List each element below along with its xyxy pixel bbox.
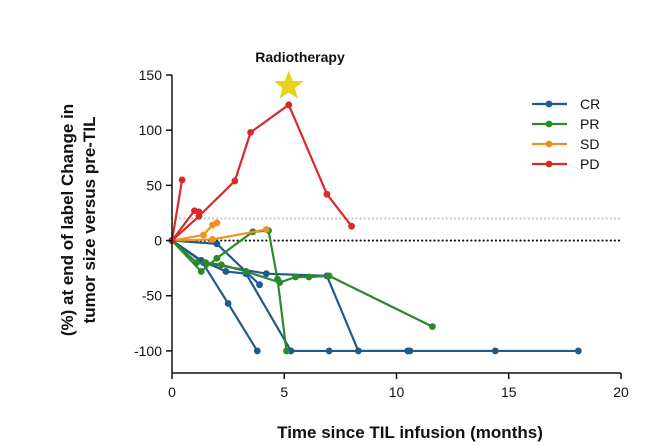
legend-marker — [545, 120, 553, 128]
data-point-pr — [276, 279, 284, 286]
data-point-pr — [202, 259, 210, 267]
ticks: 0 5 10 15 20 150 100 50 0 -50 -100 — [134, 67, 629, 400]
data-point-cr — [404, 347, 412, 355]
data-point-pr — [325, 272, 333, 280]
x-tick-label: 0 — [168, 384, 176, 400]
data-point-cr — [222, 268, 230, 275]
plot-area: 0 5 10 15 20 150 100 50 0 -50 -100 — [134, 67, 629, 400]
data-point-pd — [323, 190, 331, 198]
series-line-pr-1 — [171, 229, 288, 352]
x-tick-label: 15 — [501, 384, 517, 400]
legend-label: SD — [580, 136, 599, 152]
data-point-pr — [283, 347, 290, 355]
y-tick-label: -100 — [134, 343, 162, 359]
data-point-pr — [217, 261, 225, 269]
data-point-pd — [285, 101, 293, 109]
legend: CR PR SD PD — [532, 96, 600, 172]
group-cr — [168, 237, 582, 355]
star-icon — [274, 70, 304, 99]
data-point-sd — [213, 219, 221, 227]
data-point-sd — [200, 231, 207, 239]
annotation-label: Radiotherapy — [255, 49, 345, 65]
data-point-cr — [262, 270, 270, 278]
data-point-cr — [354, 347, 362, 355]
data-point-pr — [213, 254, 221, 262]
legend-label: PR — [580, 116, 599, 132]
x-tick-label: 10 — [389, 384, 405, 400]
series-line-cr-1 — [171, 239, 261, 286]
legend-item-cr: CR — [532, 96, 600, 112]
data-point-pr — [193, 259, 201, 267]
data-point-sd — [209, 236, 216, 243]
data-point-pd — [348, 222, 355, 230]
data-point-cr — [213, 240, 221, 248]
group-pd — [168, 101, 355, 244]
group-pr — [168, 227, 436, 355]
y-axis-title-line1: (%) at end of label Change in — [58, 104, 77, 336]
data-point-cr — [491, 347, 499, 355]
data-point-pr — [429, 323, 436, 331]
legend-marker — [545, 100, 553, 108]
y-axis-title: (%) at end of label Change in tumor size… — [58, 104, 99, 336]
data-point-pr — [292, 273, 299, 281]
legend-item-pd: PD — [532, 156, 599, 172]
y-tick-label: 100 — [139, 122, 163, 138]
legend-label: CR — [580, 96, 600, 112]
axes — [171, 75, 621, 374]
reference-lines — [170, 217, 623, 242]
y-axis-title-line2: tumor size versus pre-TIL — [80, 117, 99, 324]
data-point-pd — [247, 128, 254, 136]
y-tick-label: 50 — [146, 177, 162, 193]
series-line-cr-3 — [171, 239, 579, 353]
data-point-cr — [253, 347, 261, 355]
data-point-cr — [256, 281, 263, 289]
data-point-sd — [262, 226, 270, 233]
legend-marker — [545, 140, 553, 148]
x-axis-title: Time since TIL infusion (months) — [277, 423, 543, 442]
legend-label: PD — [580, 156, 599, 172]
y-tick-label: 0 — [154, 233, 162, 249]
legend-item-sd: SD — [532, 136, 599, 152]
legend-marker — [545, 160, 553, 168]
series-line-pd-3 — [171, 103, 353, 242]
y-tick-label: -50 — [142, 288, 162, 304]
data-point-pd — [178, 176, 186, 184]
data-point-cr — [574, 347, 582, 355]
data-point-pd — [195, 212, 203, 220]
series-line-pr-2 — [171, 239, 433, 328]
data-point-cr — [325, 347, 333, 355]
series-layer — [168, 101, 582, 355]
data-point-cr — [224, 300, 232, 307]
data-point-pd — [231, 177, 239, 185]
data-point-pr — [305, 273, 313, 281]
legend-item-pr: PR — [532, 116, 599, 132]
annotation: Radiotherapy — [255, 49, 345, 99]
data-point-pr — [242, 268, 250, 275]
x-tick-label: 20 — [613, 384, 629, 400]
x-tick-label: 5 — [280, 384, 288, 400]
y-tick-label: 150 — [139, 67, 163, 83]
series-line-pd-1 — [170, 179, 184, 241]
data-point-pr — [197, 268, 205, 275]
series-line-cr-4 — [171, 239, 408, 353]
